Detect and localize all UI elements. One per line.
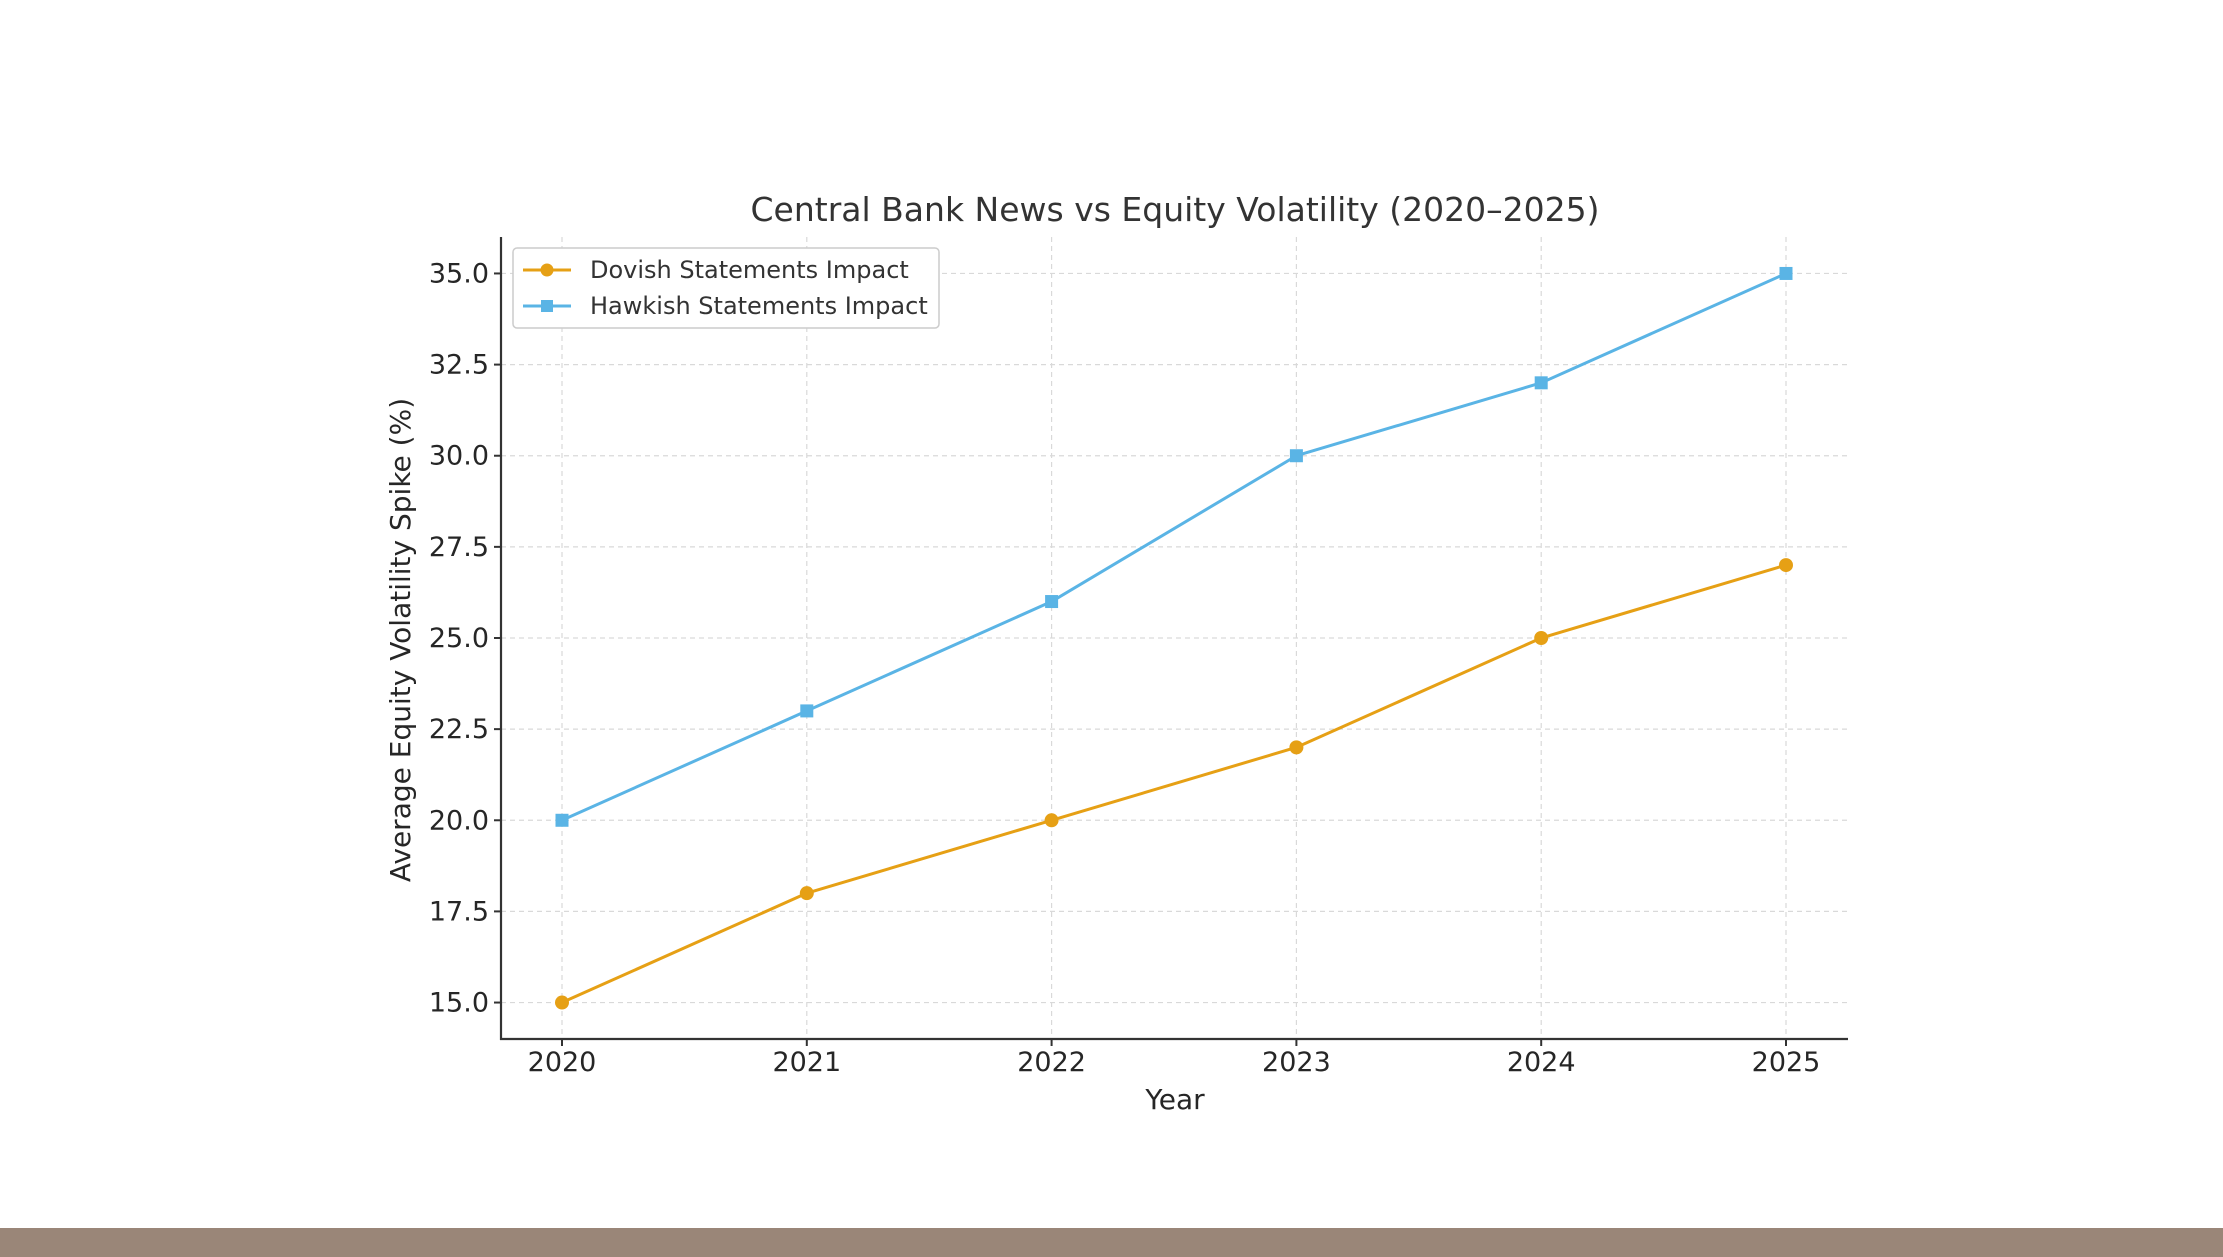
- data-point: [555, 813, 569, 827]
- legend: Dovish Statements Impact Hawkish Statemen…: [512, 247, 940, 329]
- data-point: [1779, 266, 1793, 280]
- legend-marker: [541, 300, 553, 312]
- x-tick-label: 2023: [1262, 1047, 1331, 1078]
- series-line: [561, 272, 1787, 822]
- legend-label: Dovish Statements Impact: [590, 256, 909, 284]
- y-tick-label: 25.0: [429, 623, 489, 654]
- series-line: [561, 563, 1787, 1004]
- y-tick-label: 35.0: [429, 258, 489, 289]
- y-tick-label: 15.0: [429, 988, 489, 1019]
- data-point: [800, 704, 814, 718]
- y-tick-label: 27.5: [429, 532, 489, 563]
- axes: 2020 2021 2022 2023 2024 2025 15.0 17.5 20.0 22.5…: [429, 237, 1848, 1078]
- data-point: [1044, 813, 1059, 828]
- x-tick-label: 2025: [1752, 1047, 1821, 1078]
- x-tick-label: 2022: [1017, 1047, 1086, 1078]
- y-axis-title: Average Equity Volatility Spike (%): [384, 398, 417, 882]
- data-point: [555, 995, 569, 1010]
- x-tick-label: 2021: [772, 1047, 841, 1078]
- legend-box: [512, 247, 940, 329]
- x-tick-label: 2024: [1507, 1047, 1576, 1078]
- y-tick-label: 30.0: [429, 441, 489, 472]
- x-tick-label: 2020: [528, 1047, 597, 1078]
- data-point: [1289, 449, 1303, 463]
- y-tick-label: 22.5: [429, 714, 489, 745]
- legend-item: Hawkish Statements Impact: [523, 292, 928, 320]
- x-axis-title: Year: [1144, 1083, 1205, 1116]
- legend-label: Hawkish Statements Impact: [590, 292, 928, 320]
- chart-title: Central Bank News vs Equity Volatility (…: [751, 190, 1600, 229]
- data-point: [1779, 558, 1793, 573]
- legend-item: Dovish Statements Impact: [523, 256, 909, 284]
- series-hawkish: [555, 266, 1793, 827]
- data-point: [1534, 376, 1548, 390]
- y-tick-label: 17.5: [429, 896, 489, 927]
- series-layer: [555, 266, 1793, 1010]
- data-point: [799, 886, 814, 901]
- y-tick-label: 20.0: [429, 805, 489, 836]
- data-point: [1045, 595, 1059, 609]
- grid: [501, 237, 1848, 1039]
- data-point: [1534, 631, 1549, 645]
- data-point: [1289, 740, 1304, 755]
- legend-marker: [540, 263, 554, 277]
- y-tick-label: 32.5: [429, 350, 489, 381]
- series-dovish: [555, 558, 1793, 1010]
- footer-bar: [0, 1228, 2223, 1257]
